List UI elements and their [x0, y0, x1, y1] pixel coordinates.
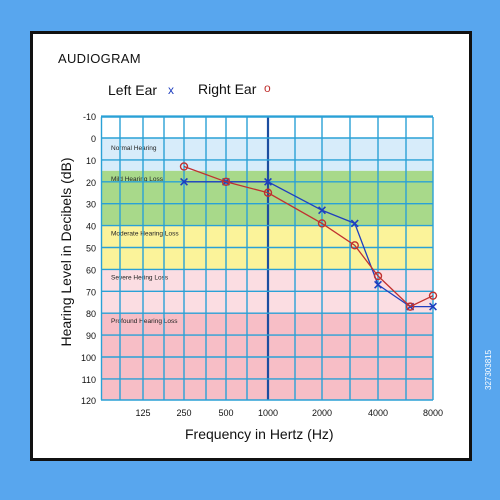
y-tick-label: 20	[86, 178, 96, 188]
y-tick-label: 100	[81, 353, 96, 363]
x-tick-label: 250	[176, 408, 191, 418]
band-label: Moderate Hearing Loss	[111, 231, 179, 238]
right-ear-point	[373, 271, 383, 281]
left-ear-point	[350, 219, 359, 228]
left-ear-point	[429, 302, 437, 311]
y-tick-label: 70	[86, 287, 96, 297]
legend-left-ear-marker: x	[168, 83, 174, 97]
left-ear-point	[318, 206, 326, 215]
band-label: Severe Hering Loss	[111, 274, 169, 281]
chart-title: AUDIOGRAM	[58, 51, 141, 66]
y-tick-label: 30	[86, 200, 96, 210]
y-tick-label: -10	[83, 112, 96, 122]
x-axis-label: Frequency in Hertz (Hz)	[185, 426, 334, 442]
left-ear-point	[264, 177, 272, 186]
y-tick-label: 80	[86, 309, 96, 319]
series-line-right-ear	[183, 165, 434, 308]
x-tick-label: 8000	[423, 408, 443, 418]
y-tick-label: 110	[82, 375, 96, 385]
x-tick-label: 2000	[312, 408, 332, 418]
right-ear-point	[179, 162, 189, 171]
legend-right-ear-marker: o	[264, 81, 271, 95]
right-ear-point	[350, 241, 359, 250]
series-line-left-ear	[184, 181, 433, 308]
right-ear-point	[428, 291, 438, 300]
y-tick-label: 40	[86, 222, 96, 232]
legend-left-ear-label: Left Ear	[108, 82, 158, 98]
y-tick-label: 10	[86, 156, 96, 166]
y-tick-label: 60	[86, 265, 96, 275]
band-label: Profound Hearing Loss	[111, 318, 178, 325]
x-tick-label: 1000	[258, 408, 278, 418]
y-tick-label: 0	[91, 134, 96, 144]
right-ear-point	[221, 177, 231, 187]
left-ear-point	[180, 177, 188, 186]
x-tick-label: 4000	[368, 408, 388, 418]
x-tick-label: 500	[218, 408, 233, 418]
y-tick-label: 90	[86, 331, 96, 341]
right-ear-point	[263, 188, 273, 197]
right-ear-point	[317, 219, 327, 228]
band-label: Mild Hearing Loss	[111, 176, 164, 183]
y-tick-label: 50	[86, 244, 96, 254]
right-ear-point	[405, 302, 415, 311]
legend-right-ear-label: Right Ear	[198, 81, 257, 97]
band-label: Normal Hearing	[111, 145, 157, 152]
left-ear-point	[374, 280, 382, 289]
y-tick-label: 120	[81, 396, 96, 406]
x-tick-label: 125	[135, 408, 150, 418]
